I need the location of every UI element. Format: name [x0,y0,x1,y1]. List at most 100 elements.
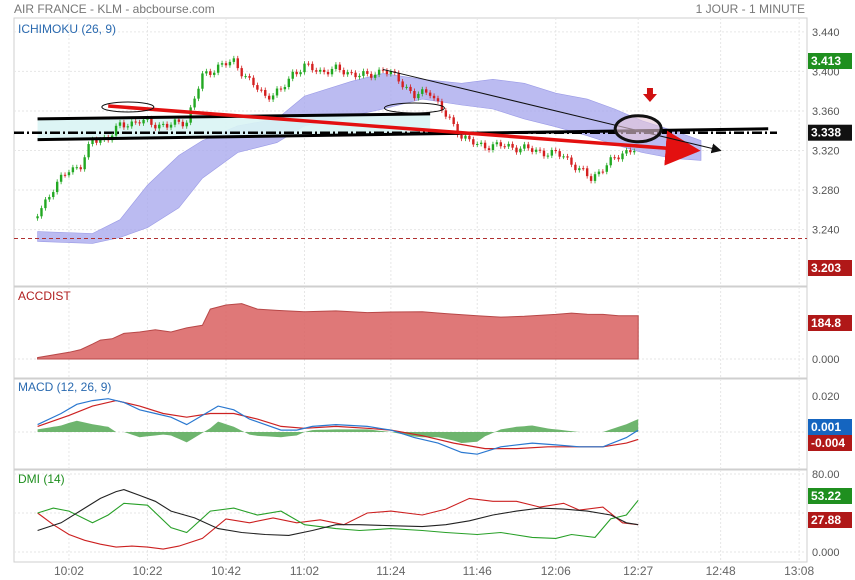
candle-body [79,167,82,170]
macd-panel [13,378,808,470]
candle-body [177,119,181,122]
candle-body [578,168,581,171]
candle-body [629,150,632,153]
candle-body [609,157,612,166]
candle-body [511,143,514,148]
candle-body [358,75,361,78]
chart-title: AIR FRANCE - KLM - abcbourse.com [14,2,215,16]
candle-body [487,148,491,151]
level-label-black-box [808,124,852,141]
candle-body [436,98,440,102]
candle-body [118,122,122,126]
candle-body [189,107,192,123]
candle-body [36,216,39,219]
candle-body [621,153,624,160]
candle-body [87,144,90,158]
candle-body [397,72,400,82]
candle-body [185,122,188,127]
last-price-label-box [808,53,852,69]
candle-body [428,92,432,96]
accdist-label: ACCDIST [18,289,71,303]
candle-body [425,89,428,93]
signal-value-label-box [808,435,852,451]
candle-body [201,73,204,89]
candle-body [220,63,224,65]
candle-body [413,91,416,99]
down-arrow-icon [642,88,657,102]
y-tick-label: 3.240 [812,225,840,237]
candle-body [224,63,228,66]
candle-body [181,121,185,127]
accdist-area [37,303,639,360]
candle-body [468,135,471,140]
macd-value-label: 0.001 [811,420,841,434]
candle-body [99,139,102,143]
candle-body [519,148,522,153]
candle-body [322,69,326,72]
candle-body [303,63,306,73]
candle-body [311,63,314,71]
accdist-value-label-box [808,315,852,331]
candle-body [142,119,145,124]
candle-body [48,197,51,200]
candle-body [67,172,71,176]
x-tick-label: 12:48 [706,564,736,578]
candle-body [601,171,605,173]
candle-body [338,64,342,71]
candle-body [193,98,196,108]
y-tick-label: 3.440 [812,27,840,39]
candle-body [523,144,526,149]
candle-body [232,58,236,62]
candle-body [63,174,67,176]
x-tick-label: 11:24 [376,564,405,578]
dmi-minus-value-label: 27.88 [811,513,841,527]
candle-body [362,71,365,76]
candle-body [267,95,271,100]
candle-body [307,63,310,65]
candle-body [405,86,408,88]
candle-body [295,71,298,75]
candle-body [248,76,251,78]
y-tick-label: 0.000 [812,547,840,559]
macd-label: MACD (12, 26, 9) [18,380,111,394]
dmi-panel [13,469,808,563]
macd-value-label-box [808,419,852,435]
candle-body [530,148,534,152]
candle-body [291,71,294,79]
candle-body [593,174,597,181]
y-tick-label: 3.400 [812,66,840,78]
candle-body [574,164,577,171]
candle-body [91,139,94,145]
candle-body [366,71,369,74]
candle-body [169,124,173,128]
candle-body [554,149,557,152]
candle-body [542,150,546,157]
dmi-minus-value-label-box [808,512,852,528]
y-tick-label: 0.000 [812,354,840,366]
candle-body [421,89,424,94]
candle-body [476,143,479,145]
candle-body [589,176,593,181]
candle-body [633,151,636,153]
period-label: 1 JOUR - 1 MINUTE [695,2,805,16]
candle-body [146,118,149,120]
candle-body [354,72,357,78]
candle-body [534,149,538,152]
candle-body [401,81,404,88]
y-tick-label: 80.00 [812,469,840,481]
candle-body [503,146,506,148]
candle-body [287,78,291,88]
x-tick-label: 10:02 [54,564,84,578]
candle-body [275,88,279,96]
candle-body [197,88,200,99]
last-price-label: 3.413 [811,54,841,68]
annotation-ellipse [101,101,155,113]
candle-body [460,134,463,139]
candle-body [55,181,59,193]
dmi-plus-value-label: 53.22 [811,489,841,503]
x-tick-label: 10:42 [211,564,241,578]
candle-body [122,122,126,128]
candle-body [452,117,455,125]
